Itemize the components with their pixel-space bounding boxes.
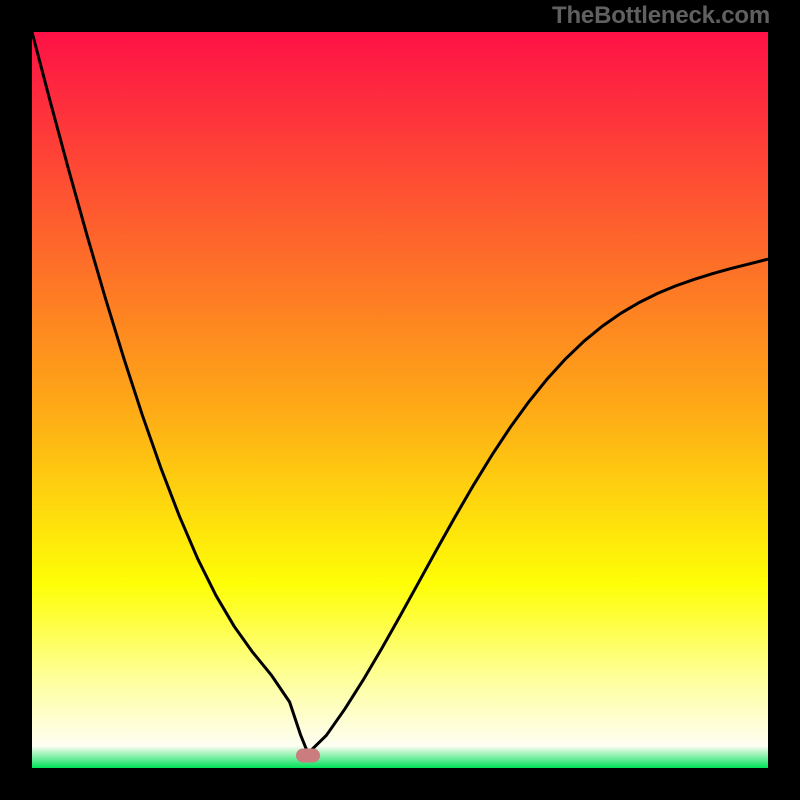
bottleneck-curve [32,32,768,753]
plot-area [32,32,768,768]
watermark-text: TheBottleneck.com [552,2,770,30]
minimum-marker [296,748,320,762]
chart-svg [32,32,768,768]
chart-frame: TheBottleneck.com [0,0,800,800]
